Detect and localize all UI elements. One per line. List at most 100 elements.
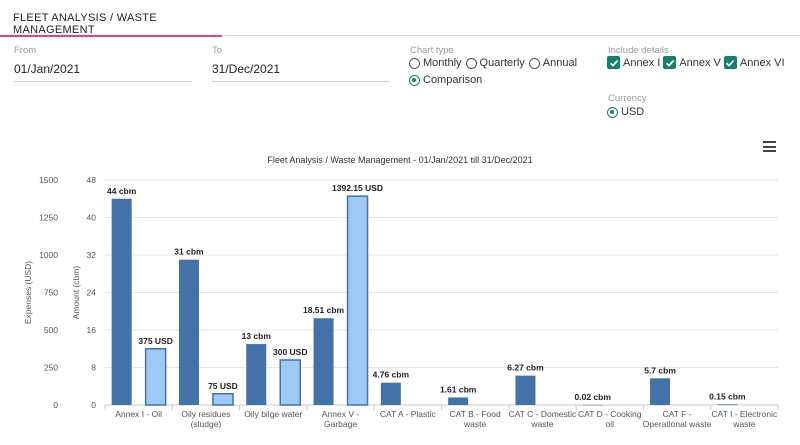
x-tick-label: waste [463, 419, 486, 429]
x-tick-label: CAT I - Electronic [711, 409, 778, 419]
checkmark-icon [663, 56, 677, 69]
data-label-cbm: 31 cbm [174, 247, 204, 257]
x-tick-label: CAT A - Plastic [380, 409, 437, 419]
bar-expenses-usd [346, 195, 369, 406]
x-tick-label: CAT B - Food [450, 409, 501, 419]
bar-amount-cbm [246, 344, 267, 405]
x-tick-label: CAT C - Domestic [509, 409, 577, 419]
from-label: From [14, 45, 37, 56]
bar-amount-cbm [717, 404, 738, 405]
bar-expenses-usd [144, 348, 167, 406]
bar-amount-cbm [515, 375, 536, 405]
checkbox-annex-vi-label: Annex VI [739, 56, 785, 69]
radio-icon [528, 57, 540, 69]
radio-comparison[interactable]: Comparison [409, 74, 482, 86]
y-left-tick-label: 1250 [39, 213, 58, 223]
data-label-cbm: 5.7 cbm [644, 365, 676, 375]
radio-selected-icon [607, 106, 618, 118]
data-label-cbm: 1.61 cbm [440, 384, 477, 394]
radio-annual-label: Annual [542, 57, 578, 69]
y-left-tick-label: 0 [53, 400, 58, 410]
data-label-usd: 1392.15 USD [332, 183, 383, 193]
radio-quarterly[interactable]: Quarterly [465, 57, 525, 69]
y-right-tick-label: 40 [87, 213, 97, 223]
y-left-tick-label: 1500 [39, 175, 58, 185]
y-left-tick-label: 250 [44, 363, 58, 373]
x-tick-label: oil [605, 419, 614, 429]
y-right-tick-label: 24 [87, 288, 97, 298]
comparison-bar-chart: Fleet Analysis / Waste Management - 01/J… [23, 155, 779, 429]
chart-type-label: Chart type [410, 45, 454, 56]
y-right-tick-label: 8 [91, 363, 96, 373]
bar-amount-cbm [313, 318, 334, 405]
details-group: Annex I Annex V Annex VI [607, 56, 788, 69]
x-tick-label: waste [530, 419, 553, 429]
radio-quarterly-label: Quarterly [479, 57, 525, 69]
bar-expenses-usd [279, 359, 301, 406]
x-tick-label: (sludge) [191, 419, 222, 429]
x-tick-label: Oily bilge water [244, 409, 302, 419]
hamburger-menu-icon[interactable] [763, 141, 776, 152]
data-label-usd: 75 USD [208, 381, 238, 391]
page-header: FLEET ANALYSIS / WASTE MANAGEMENT [0, 0, 800, 37]
data-label-cbm: 6.27 cbm [507, 363, 544, 373]
checkbox-annex-vi[interactable]: Annex VI [723, 56, 785, 69]
x-tick-label: Operational waste [643, 419, 712, 429]
to-date-input[interactable]: 31/Dec/2021 [212, 62, 390, 82]
bar-amount-cbm [448, 397, 469, 405]
bar-amount-cbm [380, 382, 401, 405]
x-tick-label: Annex I - Oil [115, 409, 162, 419]
x-tick-label: Garbage [324, 419, 357, 429]
bar-expenses-usd [212, 393, 234, 406]
y-right-axis-label: Amount (cbm) [71, 266, 81, 320]
checkbox-annex-v-label: Annex V [679, 56, 721, 69]
to-label: To [212, 45, 223, 56]
y-left-tick-label: 750 [44, 288, 58, 298]
bar-amount-cbm [111, 198, 132, 405]
radio-icon [465, 57, 477, 69]
bar-amount-cbm [582, 404, 603, 406]
radio-comparison-label: Comparison [423, 74, 483, 86]
data-label-usd: 300 USD [273, 347, 308, 357]
bar-amount-cbm [650, 378, 671, 405]
data-label-cbm: 4.76 cbm [373, 370, 410, 380]
page-title-tab[interactable]: FLEET ANALYSIS / WASTE MANAGEMENT [0, 0, 222, 37]
x-tick-label: CAT F - [663, 409, 692, 419]
radio-monthly[interactable]: Monthly [409, 57, 462, 69]
currency-group: USD [607, 106, 648, 118]
chart-type-group-2: Comparison [409, 74, 486, 86]
data-label-cbm: 0.02 cbm [575, 392, 612, 402]
include-details-label: Include details [608, 45, 669, 56]
from-date-input[interactable]: 01/Jan/2021 [14, 62, 192, 82]
radio-selected-icon [409, 74, 420, 86]
y-left-axis-label: Expenses (USD) [23, 261, 33, 324]
checkbox-annex-i-label: Annex I [623, 56, 661, 69]
chart-title: Fleet Analysis / Waste Management - 01/J… [267, 155, 532, 165]
checkbox-annex-v[interactable]: Annex V [663, 56, 721, 69]
x-tick-label: CAT D - Cooking [578, 409, 642, 419]
data-label-usd: 375 USD [138, 336, 173, 346]
radio-monthly-label: Monthly [423, 57, 462, 69]
radio-icon [409, 57, 420, 69]
x-tick-label: waste [732, 419, 755, 429]
x-tick-label: Oily residues [181, 409, 230, 419]
y-right-tick-label: 48 [87, 175, 97, 185]
radio-usd[interactable]: USD [607, 106, 644, 118]
x-tick-label: Annex V - [322, 409, 359, 419]
y-right-tick-label: 0 [91, 400, 96, 410]
data-label-cbm: 0.15 cbm [709, 391, 746, 401]
data-label-cbm: 44 cbm [107, 186, 137, 196]
data-label-cbm: 13 cbm [242, 331, 272, 341]
y-left-tick-label: 1000 [39, 250, 58, 260]
checkmark-icon [607, 56, 620, 69]
checkmark-icon [723, 56, 737, 69]
radio-usd-label: USD [621, 106, 645, 118]
bar-amount-cbm [178, 259, 199, 405]
y-right-tick-label: 32 [87, 250, 97, 260]
y-right-tick-label: 16 [87, 325, 97, 335]
chart-type-group: Monthly Quarterly Annual [409, 57, 581, 69]
checkbox-annex-i[interactable]: Annex I [607, 56, 660, 69]
y-left-tick-label: 500 [44, 325, 58, 335]
radio-annual[interactable]: Annual [528, 57, 578, 69]
data-label-cbm: 18.51 cbm [303, 305, 345, 315]
